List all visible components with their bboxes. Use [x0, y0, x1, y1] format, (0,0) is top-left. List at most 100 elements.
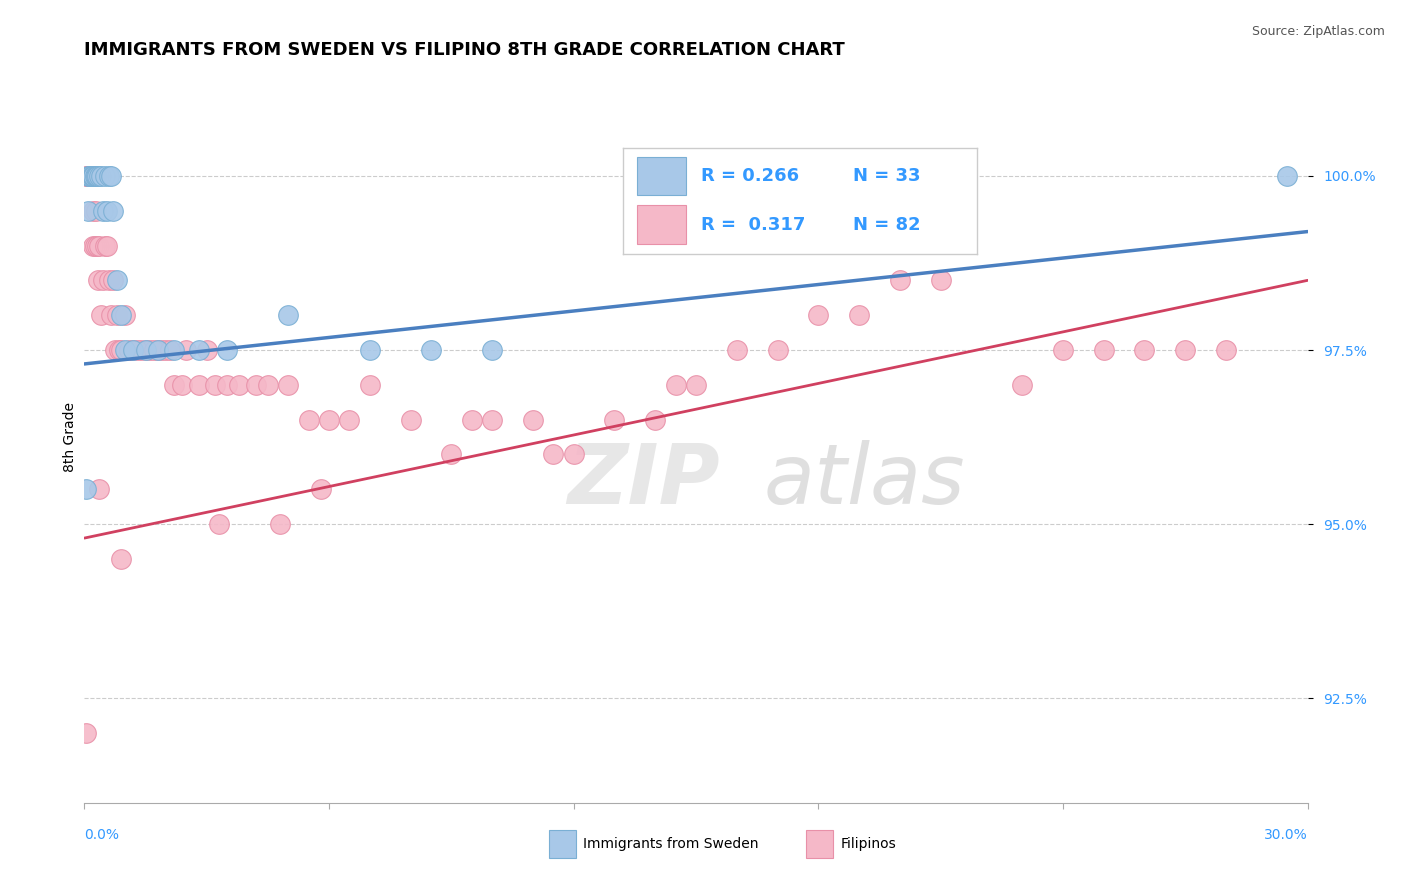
Point: [159, 343, 181, 357]
Point: [104, 343, 127, 357]
Point: [100, 308, 122, 322]
Point: [644, 412, 666, 426]
Bar: [550, 830, 576, 858]
Point: [420, 343, 443, 357]
Point: [543, 448, 565, 462]
Point: [359, 377, 381, 392]
Point: [309, 483, 332, 497]
Point: [257, 377, 280, 392]
Point: [217, 377, 239, 392]
Point: [1174, 343, 1197, 357]
Point: [96, 203, 118, 218]
Point: [77, 169, 100, 183]
Text: 30.0%: 30.0%: [1264, 829, 1308, 842]
Point: [1092, 343, 1115, 357]
Point: [75, 726, 97, 740]
Point: [93, 169, 115, 183]
Point: [187, 343, 209, 357]
Point: [1011, 377, 1033, 392]
Point: [87, 483, 110, 497]
Point: [208, 517, 231, 532]
Point: [100, 169, 122, 183]
Point: [339, 412, 361, 426]
Text: ZIP: ZIP: [568, 441, 720, 522]
Point: [481, 343, 503, 357]
Point: [217, 343, 239, 357]
Point: [76, 203, 98, 218]
Point: [91, 273, 114, 287]
Point: [122, 343, 145, 357]
Point: [77, 169, 100, 183]
Point: [83, 238, 105, 252]
Point: [359, 343, 381, 357]
Text: Filipinos: Filipinos: [841, 837, 896, 851]
Point: [91, 203, 114, 218]
Point: [138, 343, 160, 357]
Point: [118, 343, 141, 357]
Point: [135, 343, 157, 357]
Point: [1133, 343, 1156, 357]
Text: IMMIGRANTS FROM SWEDEN VS FILIPINO 8TH GRADE CORRELATION CHART: IMMIGRANTS FROM SWEDEN VS FILIPINO 8TH G…: [84, 41, 845, 59]
Point: [174, 343, 197, 357]
Point: [603, 412, 626, 426]
Point: [76, 169, 98, 183]
Point: [155, 343, 177, 357]
Point: [97, 273, 120, 287]
Point: [131, 343, 153, 357]
Point: [135, 343, 157, 357]
Point: [562, 448, 585, 462]
Point: [82, 169, 104, 183]
Point: [163, 343, 186, 357]
Point: [110, 552, 132, 566]
Point: [929, 273, 952, 287]
Point: [80, 169, 103, 183]
Point: [79, 169, 101, 183]
Text: Immigrants from Sweden: Immigrants from Sweden: [583, 837, 759, 851]
Point: [318, 412, 340, 426]
Point: [277, 377, 299, 392]
Point: [83, 169, 105, 183]
Point: [889, 273, 911, 287]
Point: [187, 377, 209, 392]
Point: [150, 343, 173, 357]
Point: [77, 169, 100, 183]
Point: [204, 377, 226, 392]
Point: [195, 343, 218, 357]
Point: [440, 448, 463, 462]
Point: [93, 238, 115, 252]
Point: [90, 308, 112, 322]
Point: [269, 517, 291, 532]
Point: [86, 169, 108, 183]
Text: Source: ZipAtlas.com: Source: ZipAtlas.com: [1251, 25, 1385, 38]
Point: [399, 412, 422, 426]
Point: [87, 238, 110, 252]
Point: [1215, 343, 1237, 357]
Point: [84, 169, 107, 183]
Point: [97, 169, 120, 183]
Point: [481, 412, 503, 426]
Point: [90, 169, 112, 183]
Point: [82, 203, 104, 218]
Point: [114, 343, 136, 357]
Point: [848, 308, 870, 322]
Point: [142, 343, 165, 357]
Point: [146, 343, 169, 357]
Point: [245, 377, 267, 392]
Point: [84, 203, 107, 218]
Point: [105, 273, 128, 287]
Point: [87, 273, 110, 287]
Point: [665, 377, 688, 392]
Text: 0.0%: 0.0%: [84, 829, 120, 842]
Point: [163, 377, 186, 392]
Point: [110, 343, 132, 357]
Point: [101, 273, 124, 287]
Point: [1052, 343, 1074, 357]
Point: [807, 308, 830, 322]
Point: [146, 343, 169, 357]
Point: [122, 343, 145, 357]
Y-axis label: 8th Grade: 8th Grade: [63, 402, 77, 472]
Point: [228, 377, 250, 392]
Point: [101, 203, 124, 218]
Point: [75, 483, 97, 497]
Point: [685, 377, 707, 392]
